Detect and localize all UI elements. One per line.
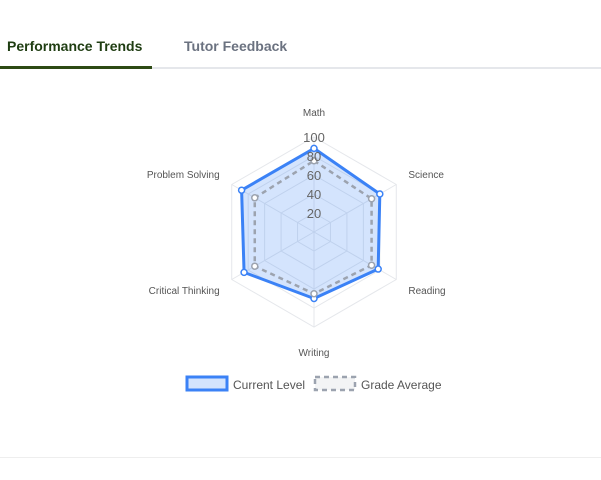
- legend-swatch-current-level: [185, 375, 229, 392]
- legend-swatch-grade-average: [313, 375, 357, 392]
- footer-divider: [0, 457, 601, 458]
- series-current-level-point: [374, 265, 382, 273]
- series-grade-average-point: [367, 195, 376, 203]
- radial-tick-label: 20: [307, 206, 321, 221]
- series-current-level-point: [240, 268, 248, 277]
- legend-label-grade-average: Grade Average: [361, 378, 442, 392]
- series-current-level-point: [310, 144, 318, 153]
- radar-chart: 20 40 60 80 100 Math Science Reading Writing Crit…: [147, 108, 446, 392]
- radar-chart-container: 20 40 60 80 100 Math Science Reading Writing Crit…: [0, 70, 601, 410]
- series-grade-average-point: [251, 262, 259, 270]
- series-current-level-point: [237, 186, 246, 194]
- radial-tick-label: 60: [307, 168, 321, 183]
- series-grade-average-point: [251, 194, 259, 202]
- tab-bar: Performance Trends Tutor Feedback: [0, 0, 601, 69]
- tab-performance-trends[interactable]: Performance Trends: [7, 38, 143, 54]
- series-grade-average-point: [367, 261, 376, 269]
- axis-label: Science: [408, 170, 444, 181]
- grid-spoke: [231, 184, 315, 233]
- axis-label: Critical Thinking: [149, 286, 220, 297]
- series-grade-average-point: [310, 157, 318, 165]
- grid-spoke: [313, 231, 397, 280]
- axis-label: Reading: [408, 286, 445, 297]
- axis-label: Writing: [299, 348, 330, 359]
- tab-tutor-feedback[interactable]: Tutor Feedback: [184, 38, 288, 54]
- series-current-level-point: [376, 190, 384, 198]
- axis-label: Math: [303, 108, 325, 119]
- series-grade-average-point: [310, 290, 318, 298]
- radial-tick-label: 40: [307, 187, 321, 202]
- radial-tick-label: 80: [307, 149, 321, 164]
- legend-label-current-level: Current Level: [233, 378, 305, 392]
- axis-label: Problem Solving: [147, 170, 220, 181]
- radial-tick-label: 100: [303, 130, 325, 145]
- active-tab-indicator: [0, 66, 152, 69]
